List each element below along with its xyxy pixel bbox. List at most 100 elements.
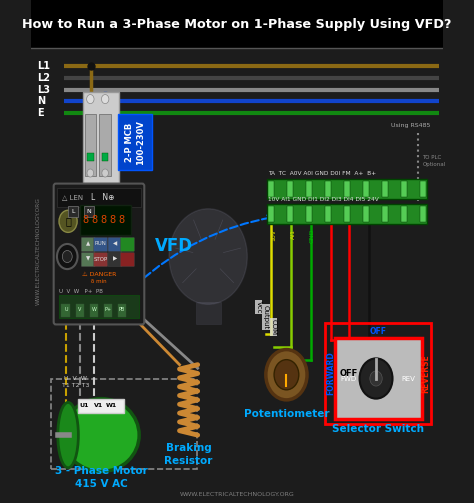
Text: T1 T2 T3: T1 T2 T3 (62, 383, 90, 388)
Text: U  V  W: U V W (64, 376, 87, 381)
Text: ▲: ▲ (86, 241, 91, 246)
Circle shape (62, 250, 72, 263)
FancyBboxPatch shape (68, 206, 78, 217)
Text: U  V  W   P+  PB: U V W P+ PB (59, 289, 103, 294)
FancyBboxPatch shape (120, 253, 135, 267)
FancyBboxPatch shape (344, 206, 350, 222)
Text: 8: 8 (118, 215, 125, 225)
Text: VFD: VFD (155, 237, 192, 256)
Circle shape (87, 95, 94, 104)
Text: ⚠ DANGER: ⚠ DANGER (82, 272, 116, 277)
FancyBboxPatch shape (420, 181, 426, 197)
Text: Potentiometer: Potentiometer (244, 409, 329, 419)
FancyBboxPatch shape (59, 295, 139, 318)
Text: W: W (91, 307, 97, 312)
Text: WWW.ELECTRICALTECHNOLOGY.ORG: WWW.ELECTRICALTECHNOLOGY.ORG (36, 198, 41, 305)
FancyBboxPatch shape (87, 153, 94, 161)
Text: 10V: 10V (271, 229, 276, 241)
Text: 8: 8 (109, 215, 116, 225)
Text: STOP: STOP (93, 257, 108, 262)
FancyBboxPatch shape (83, 92, 119, 183)
Text: 8: 8 (91, 215, 98, 225)
Circle shape (274, 360, 299, 390)
Text: REV: REV (401, 376, 415, 381)
FancyBboxPatch shape (120, 237, 135, 252)
FancyBboxPatch shape (401, 181, 407, 197)
FancyBboxPatch shape (344, 181, 350, 197)
FancyBboxPatch shape (382, 206, 388, 222)
FancyBboxPatch shape (84, 114, 96, 176)
FancyBboxPatch shape (420, 206, 426, 222)
Text: TA  TC  A0V A0I GND D0I FM  A+  B+: TA TC A0V A0I GND D0I FM A+ B+ (268, 171, 376, 176)
FancyBboxPatch shape (108, 237, 122, 252)
FancyBboxPatch shape (325, 181, 331, 197)
Text: V: V (78, 307, 82, 312)
Text: δ min: δ min (91, 279, 107, 284)
FancyBboxPatch shape (268, 181, 274, 197)
Text: 8: 8 (100, 215, 107, 225)
FancyBboxPatch shape (267, 179, 427, 199)
Text: P+: P+ (105, 307, 111, 312)
Text: L2: L2 (37, 73, 50, 83)
FancyBboxPatch shape (84, 206, 94, 217)
Text: WWW.ELECTRICALTECHNOLOGY.ORG: WWW.ELECTRICALTECHNOLOGY.ORG (180, 492, 294, 497)
FancyBboxPatch shape (75, 304, 84, 317)
Circle shape (57, 244, 78, 269)
FancyBboxPatch shape (80, 205, 131, 235)
FancyBboxPatch shape (287, 181, 293, 197)
Text: L   N⊕: L N⊕ (91, 193, 115, 202)
Text: L3: L3 (37, 85, 50, 95)
FancyBboxPatch shape (100, 114, 111, 176)
FancyBboxPatch shape (306, 181, 312, 197)
Text: Selector Switch: Selector Switch (332, 424, 424, 434)
FancyBboxPatch shape (268, 206, 274, 222)
FancyBboxPatch shape (81, 237, 95, 252)
FancyBboxPatch shape (108, 253, 122, 267)
Text: ▶: ▶ (113, 257, 117, 262)
Text: COM: COM (271, 319, 277, 335)
FancyBboxPatch shape (325, 206, 331, 222)
FancyBboxPatch shape (90, 304, 98, 317)
Text: 8: 8 (82, 215, 89, 225)
Text: Output: Output (263, 305, 269, 329)
FancyBboxPatch shape (94, 253, 108, 267)
Text: △ LEN: △ LEN (62, 194, 83, 200)
Text: ◀: ◀ (113, 241, 117, 246)
Text: FORWARD: FORWARD (326, 352, 335, 395)
FancyBboxPatch shape (196, 302, 220, 324)
Text: U1: U1 (80, 403, 89, 408)
Text: AI1: AI1 (291, 229, 296, 239)
Text: N: N (37, 96, 46, 106)
FancyBboxPatch shape (81, 253, 95, 267)
Text: N: N (86, 209, 91, 214)
FancyBboxPatch shape (401, 206, 407, 222)
Circle shape (266, 350, 307, 400)
Circle shape (370, 371, 382, 386)
FancyBboxPatch shape (94, 237, 108, 252)
Circle shape (360, 359, 392, 398)
FancyBboxPatch shape (382, 181, 388, 197)
FancyBboxPatch shape (118, 114, 152, 170)
FancyBboxPatch shape (103, 304, 112, 317)
Text: REVERSE: REVERSE (421, 354, 430, 393)
Text: 2-P MCB
100-230V: 2-P MCB 100-230V (125, 120, 146, 164)
Text: FWD: FWD (341, 376, 357, 381)
Text: 10V AI1 GND DI1 DI2 DI3 DI4 DI5 24V: 10V AI1 GND DI1 DI2 DI3 DI4 DI5 24V (268, 197, 379, 202)
Circle shape (59, 210, 77, 232)
FancyBboxPatch shape (57, 188, 141, 207)
Text: Braking
Resistor: Braking Resistor (164, 443, 213, 466)
FancyBboxPatch shape (78, 399, 124, 413)
Text: 💡: 💡 (65, 216, 71, 226)
Text: Using RS485: Using RS485 (392, 123, 431, 128)
FancyBboxPatch shape (363, 181, 369, 197)
Text: 3 - Phase Motor
415 V AC: 3 - Phase Motor 415 V AC (55, 466, 147, 489)
Text: V1: V1 (93, 403, 103, 408)
Text: How to Run a 3-Phase Motor on 1-Phase Supply Using VFD?: How to Run a 3-Phase Motor on 1-Phase Su… (22, 18, 452, 31)
Ellipse shape (63, 398, 139, 472)
FancyBboxPatch shape (287, 206, 293, 222)
Text: L: L (71, 209, 75, 214)
FancyBboxPatch shape (306, 206, 312, 222)
Ellipse shape (58, 402, 78, 468)
Circle shape (87, 169, 94, 177)
Text: U: U (64, 307, 68, 312)
